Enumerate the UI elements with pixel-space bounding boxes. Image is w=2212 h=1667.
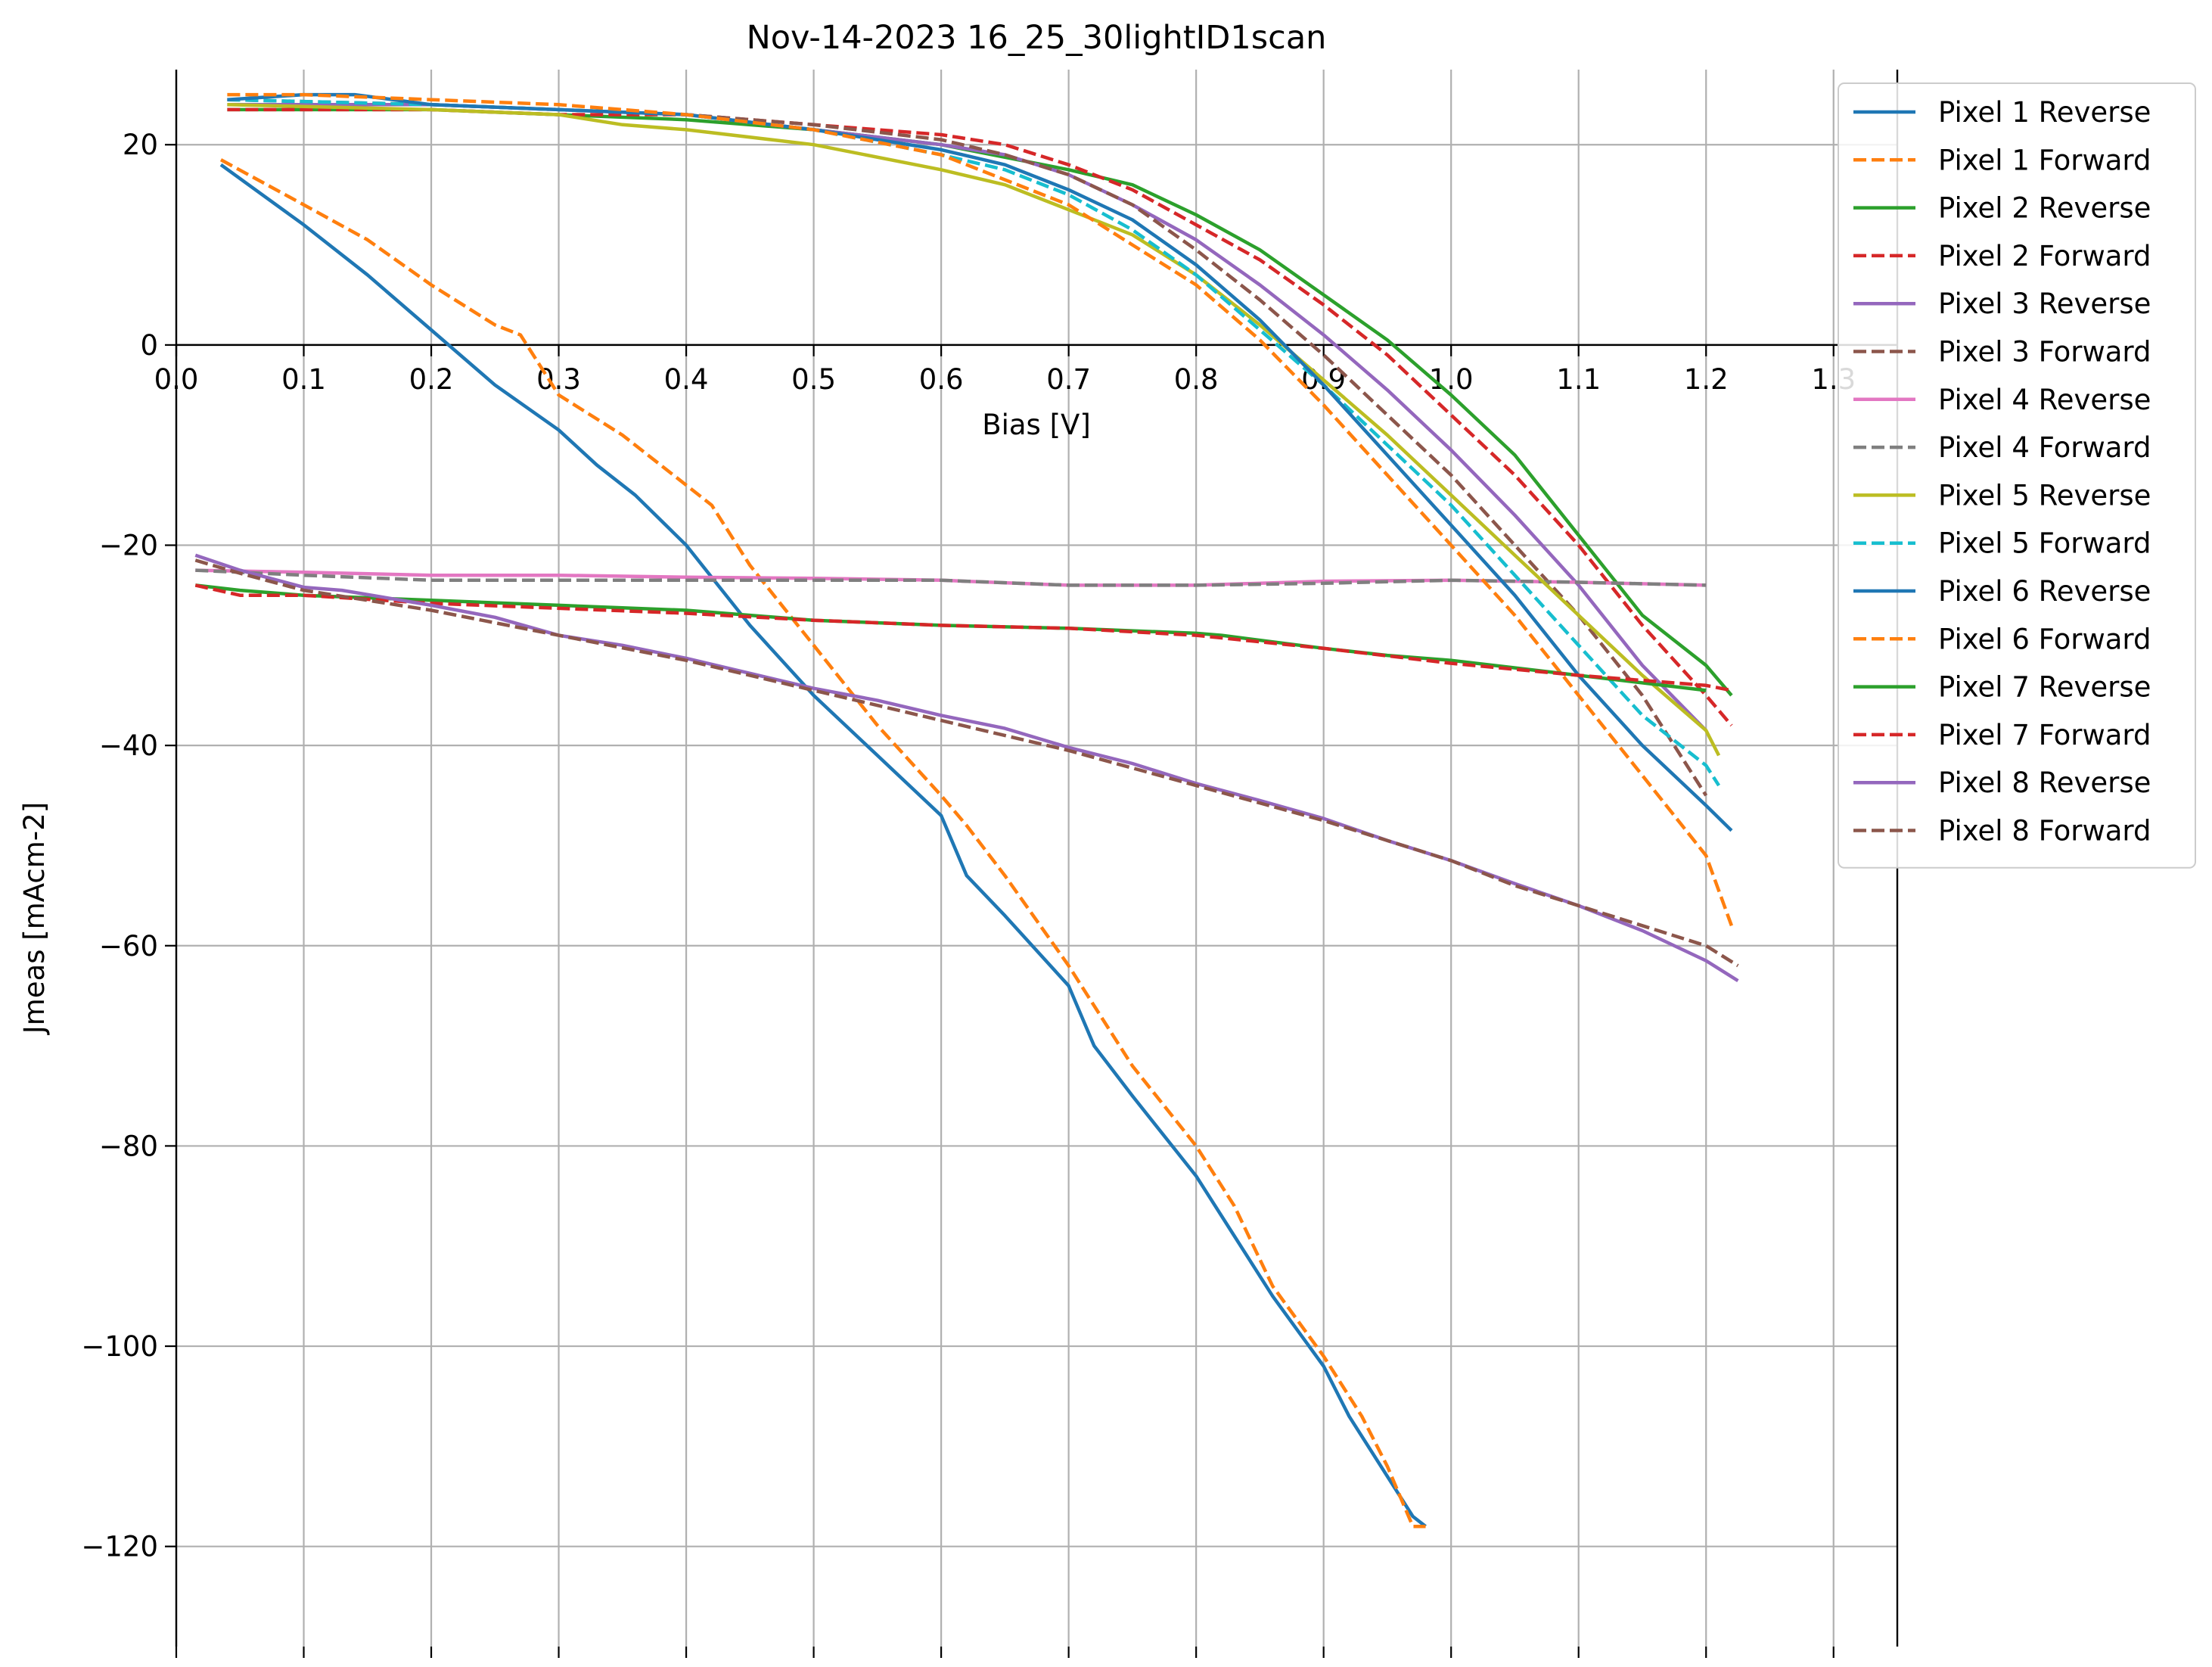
y-axis-label: Jmeas [mAcm-2] bbox=[18, 802, 51, 1035]
x-tick-label: 0.6 bbox=[919, 363, 964, 396]
legend-label: Pixel 7 Forward bbox=[1938, 719, 2151, 751]
legend-label: Pixel 4 Forward bbox=[1938, 431, 2151, 464]
legend-label: Pixel 2 Reverse bbox=[1938, 192, 2151, 225]
x-tick-label: 0.5 bbox=[791, 363, 836, 396]
legend-label: Pixel 7 Reverse bbox=[1938, 671, 2151, 704]
series-line bbox=[219, 158, 1426, 1529]
legend-label: Pixel 6 Forward bbox=[1938, 623, 2151, 655]
y-tick-label: −100 bbox=[81, 1330, 158, 1363]
legend-label: Pixel 5 Forward bbox=[1938, 527, 2151, 560]
series-line bbox=[227, 92, 1734, 927]
legend-label: Pixel 3 Reverse bbox=[1938, 288, 2151, 320]
legend-label: Pixel 1 Forward bbox=[1938, 144, 2151, 176]
series-line bbox=[227, 92, 1733, 832]
y-tick-label: 20 bbox=[123, 129, 158, 161]
x-tick-label: 1.2 bbox=[1684, 363, 1729, 396]
series-lines bbox=[194, 92, 1739, 1529]
legend-label: Pixel 2 Forward bbox=[1938, 240, 2151, 272]
legend-label: Pixel 6 Reverse bbox=[1938, 575, 2151, 608]
legend: Pixel 1 Reverse Pixel 1 Forward Pixel 2 Re… bbox=[1838, 82, 2196, 869]
legend-label: Pixel 8 Reverse bbox=[1938, 767, 2151, 799]
x-tick-label: 0.1 bbox=[281, 363, 326, 396]
x-tick-label: 1.1 bbox=[1556, 363, 1601, 396]
x-tick-label: 0.2 bbox=[409, 363, 454, 396]
y-tick-label: −20 bbox=[99, 530, 158, 562]
y-tick-label: 0 bbox=[140, 329, 158, 362]
y-tick-label: −40 bbox=[99, 729, 158, 762]
legend-box bbox=[1838, 82, 2196, 869]
grid bbox=[175, 70, 1897, 1647]
chart-title: Nov-14-2023 16_25_30lightID1scan bbox=[747, 19, 1327, 57]
y-tick-label: −80 bbox=[99, 1130, 158, 1162]
x-tick-label: 0.4 bbox=[664, 363, 709, 396]
series-line bbox=[195, 568, 1707, 587]
series-line bbox=[194, 553, 1739, 983]
legend-label: Pixel 3 Forward bbox=[1938, 336, 2151, 369]
series-line bbox=[227, 103, 1721, 757]
x-tick-label: 0.8 bbox=[1174, 363, 1219, 396]
legend-label: Pixel 4 Reverse bbox=[1938, 384, 2151, 416]
series-line bbox=[219, 163, 1427, 1528]
legend-label: Pixel 1 Reverse bbox=[1938, 96, 2151, 129]
x-tick-label: 0.7 bbox=[1046, 363, 1091, 396]
x-tick-label: 1.0 bbox=[1429, 363, 1474, 396]
legend-label: Pixel 8 Forward bbox=[1938, 815, 2151, 847]
y-tick-label: −60 bbox=[99, 930, 158, 963]
legend-label: Pixel 5 Reverse bbox=[1938, 479, 2151, 512]
y-tick-label: −120 bbox=[81, 1531, 158, 1563]
series-line bbox=[194, 558, 1739, 968]
x-axis-label: Bias [V] bbox=[982, 409, 1091, 441]
